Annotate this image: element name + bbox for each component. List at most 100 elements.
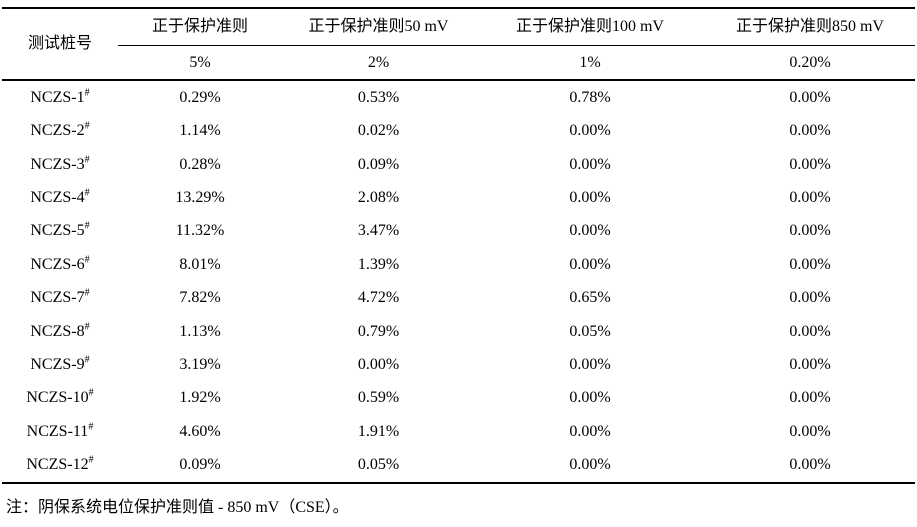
value-cell: 0.05% [357, 456, 400, 474]
value-cell: 0.00% [789, 456, 831, 474]
value-cell: 1.39% [357, 255, 400, 273]
value-cell: 7.82% [179, 289, 221, 307]
table-row: NCZS-6# 8.01% 1.39% 0.00% 0.00% [2, 248, 915, 281]
value-cell: 0.09% [357, 155, 400, 173]
value-cell: 0.00% [569, 356, 611, 374]
table-row: NCZS-10# 1.92% 0.59% 0.00% 0.00% [2, 382, 915, 415]
value-cell: 0.59% [357, 389, 400, 407]
value-cell: 0.00% [789, 422, 831, 440]
value-cell: 0.00% [569, 222, 611, 240]
pile-label: NCZS-2 [30, 122, 85, 140]
pile-label: NCZS-6 [30, 255, 85, 273]
value-cell: 0.78% [569, 88, 611, 106]
value-cell: 0.79% [357, 322, 400, 340]
col-header-criterion-100mv: 正于保护准则100 mV [475, 8, 705, 46]
table-header: 测试桩号 正于保护准则 正于保护准则50 mV 正于保护准则100 mV 正于保… [2, 8, 915, 81]
value-cell: 3.47% [357, 222, 400, 240]
pile-label: NCZS-4 [30, 189, 85, 207]
pile-label: NCZS-8 [30, 322, 85, 340]
table-row: NCZS-3# 0.28% 0.09% 0.00% 0.00% [2, 148, 915, 181]
pile-id-cell: NCZS-12# [2, 448, 118, 482]
value-cell: 0.53% [357, 88, 400, 106]
value-cell: 0.00% [789, 255, 831, 273]
pile-id-cell: NCZS-3# [2, 148, 118, 181]
pile-sup: # [84, 254, 90, 266]
pile-sup: # [84, 354, 90, 366]
pile-id-cell: NCZS-6# [2, 248, 118, 281]
value-cell: 0.00% [357, 356, 400, 374]
table-row: NCZS-4# 13.29% 2.08% 0.00% 0.00% [2, 181, 915, 214]
value-cell: 0.29% [179, 88, 221, 106]
value-cell: 0.00% [569, 389, 611, 407]
pile-id-cell: NCZS-7# [2, 281, 118, 314]
threshold-value: 0.20% [705, 45, 915, 81]
table-row: NCZS-11# 4.60% 1.91% 0.00% 0.00% [2, 415, 915, 448]
threshold-value: 1% [475, 45, 705, 81]
pile-label: NCZS-9 [30, 356, 85, 374]
pile-label: NCZS-1 [30, 88, 85, 106]
value-cell: 0.05% [569, 322, 611, 340]
table-row: NCZS-8# 1.13% 0.79% 0.05% 0.00% [2, 315, 915, 348]
pile-id-cell: NCZS-9# [2, 348, 118, 381]
col-header-pile-id: 测试桩号 [2, 8, 118, 81]
value-cell: 0.00% [789, 356, 831, 374]
value-cell: 4.60% [179, 422, 221, 440]
pile-sup: # [84, 221, 90, 233]
pile-label: NCZS-3 [30, 155, 85, 173]
value-cell: 0.00% [789, 155, 831, 173]
value-cell: 1.91% [357, 422, 400, 440]
value-cell: 1.92% [179, 389, 221, 407]
table-footnote: 注：阴保系统电位保护准则值 - 850 mV（CSE）。 [6, 498, 349, 516]
header-threshold-row: 5% 2% 1% 0.20% [2, 45, 915, 81]
value-cell: 0.00% [789, 289, 831, 307]
value-cell: 0.00% [569, 255, 611, 273]
value-cell: 11.32% [175, 222, 225, 240]
pile-sup: # [84, 120, 90, 132]
table-row: NCZS-2# 1.14% 0.02% 0.00% 0.00% [2, 114, 915, 147]
value-cell: 0.00% [789, 88, 831, 106]
table-row: NCZS-5# 11.32% 3.47% 0.00% 0.00% [2, 215, 915, 248]
col-header-criterion-50mv: 正于保护准则50 mV [282, 8, 475, 46]
pile-id-cell: NCZS-1# [2, 80, 118, 114]
pile-sup: # [84, 87, 90, 99]
col-header-criterion: 正于保护准则 [118, 8, 282, 46]
pile-sup: # [84, 187, 90, 199]
value-cell: 0.09% [179, 456, 221, 474]
value-cell: 13.29% [175, 189, 225, 207]
pile-sup: # [88, 454, 94, 466]
value-cell: 2.08% [357, 189, 400, 207]
value-cell: 0.00% [569, 122, 611, 140]
value-cell: 8.01% [179, 255, 221, 273]
value-cell: 0.65% [569, 289, 611, 307]
value-cell: 0.00% [789, 389, 831, 407]
pile-sup: # [84, 154, 90, 166]
threshold-value: 2% [282, 45, 475, 81]
threshold-value: 5% [118, 45, 282, 81]
pile-sup: # [88, 421, 94, 433]
col-header-criterion-850mv: 正于保护准则850 mV [705, 8, 915, 46]
table-row: NCZS-1# 0.29% 0.53% 0.78% 0.00% [2, 80, 915, 114]
pile-id-cell: NCZS-11# [2, 415, 118, 448]
value-cell: 1.13% [179, 322, 221, 340]
pile-id-cell: NCZS-8# [2, 315, 118, 348]
value-cell: 0.00% [569, 422, 611, 440]
value-cell: 1.14% [179, 122, 221, 140]
pile-sup: # [84, 287, 90, 299]
pile-label: NCZS-5 [30, 222, 85, 240]
pile-sup: # [84, 321, 90, 333]
value-cell: 0.00% [569, 189, 611, 207]
value-cell: 0.00% [789, 322, 831, 340]
value-cell: 0.02% [357, 122, 400, 140]
header-group-row: 测试桩号 正于保护准则 正于保护准则50 mV 正于保护准则100 mV 正于保… [2, 8, 915, 81]
table-row: NCZS-9# 3.19% 0.00% 0.00% 0.00% [2, 348, 915, 381]
pile-id-cell: NCZS-10# [2, 382, 118, 415]
value-cell: 0.00% [789, 189, 831, 207]
table-body: NCZS-1# 0.29% 0.53% 0.78% 0.00% NCZS-2# … [2, 80, 915, 483]
table-row: NCZS-7# 7.82% 4.72% 0.65% 0.00% [2, 281, 915, 314]
value-cell: 4.72% [357, 289, 400, 307]
protection-criteria-table: 测试桩号 正于保护准则 正于保护准则50 mV 正于保护准则100 mV 正于保… [2, 7, 915, 484]
pile-id-cell: NCZS-5# [2, 215, 118, 248]
pile-label: NCZS-10 [26, 389, 89, 407]
value-cell: 3.19% [179, 356, 221, 374]
pile-id-cell: NCZS-4# [2, 181, 118, 214]
